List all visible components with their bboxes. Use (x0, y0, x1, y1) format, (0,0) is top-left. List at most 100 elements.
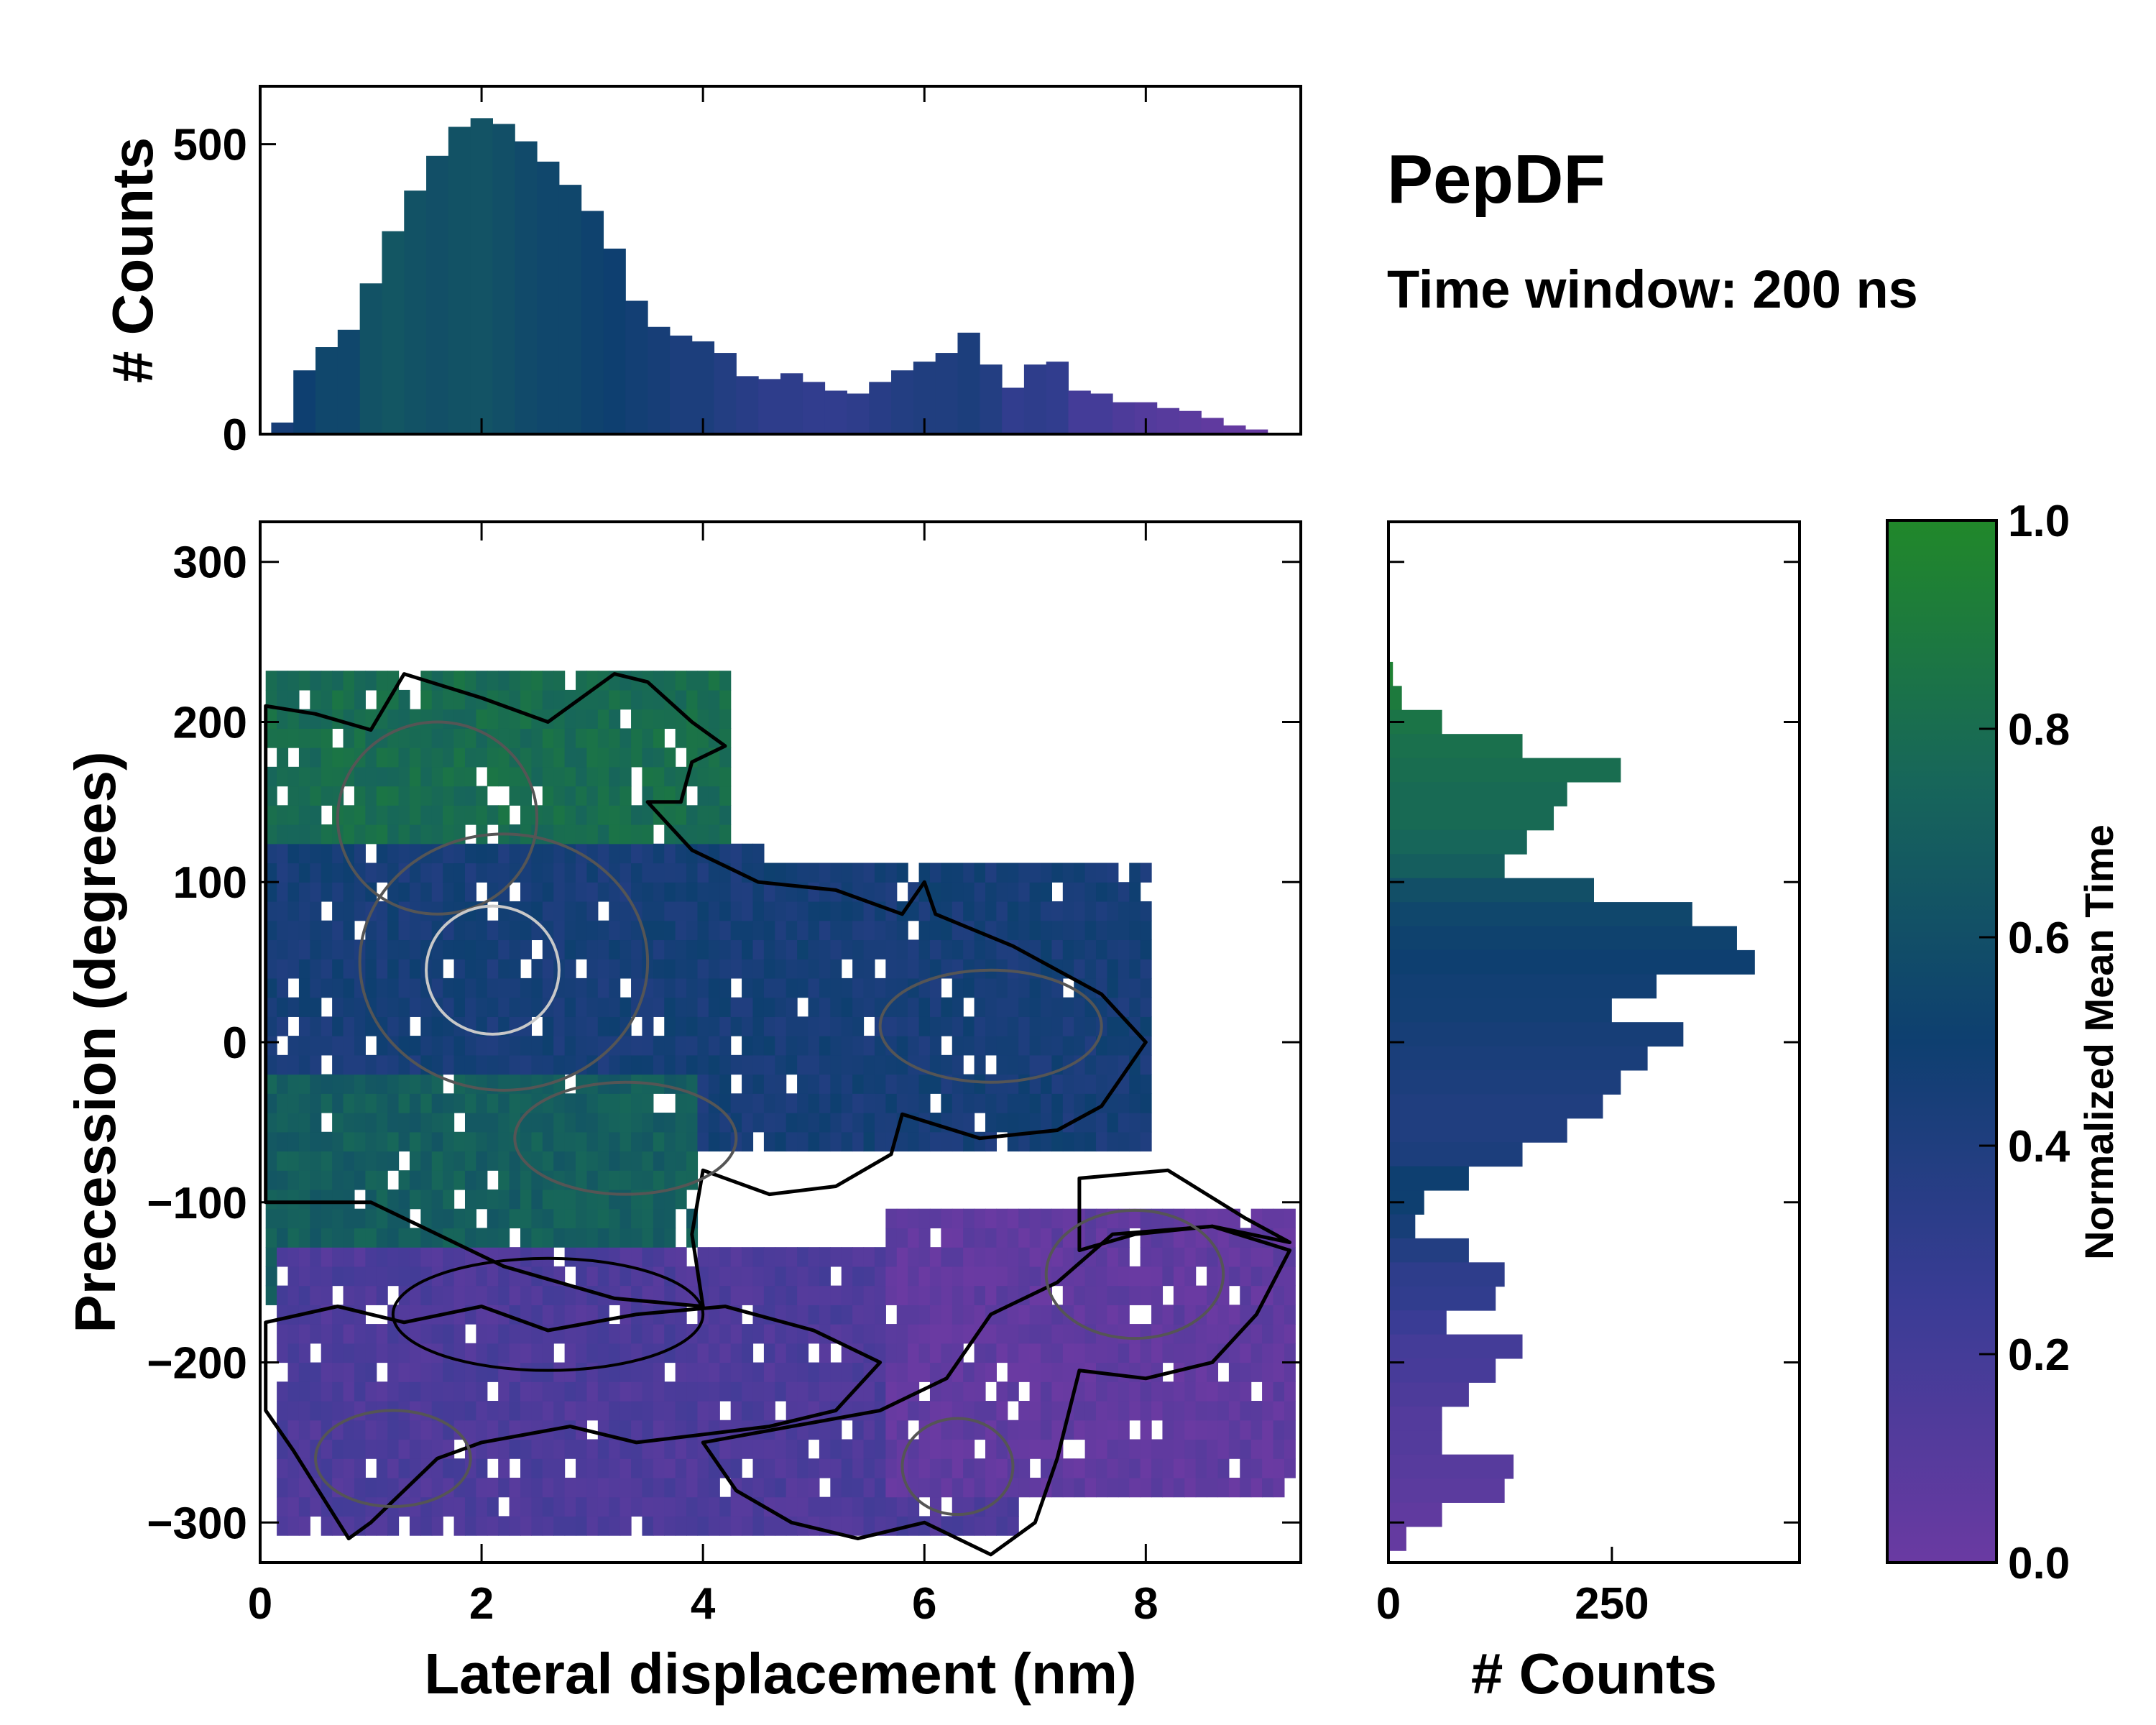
heatmap-cell (609, 1285, 621, 1305)
heatmap-cell (885, 1036, 898, 1056)
heatmap-cell (653, 1477, 665, 1498)
heatmap-cell (431, 1496, 443, 1517)
heatmap-cell (520, 1093, 533, 1113)
heatmap-cell (1007, 862, 1019, 883)
heatmap-cell (365, 748, 377, 768)
heatmap-cell (708, 671, 720, 691)
heatmap-cell (409, 1362, 421, 1382)
heatmap-cell (719, 786, 732, 806)
heatmap-cell (1018, 1131, 1031, 1152)
heatmap-cell (1051, 920, 1064, 941)
heatmap-cell (830, 1285, 842, 1305)
heatmap-cell (498, 978, 510, 998)
heatmap-cell (653, 1362, 665, 1382)
heatmap-cell (354, 1113, 366, 1133)
heatmap-cell (686, 939, 699, 960)
heatmap-cell (642, 1247, 654, 1267)
heatmap-cell (941, 1343, 953, 1363)
heatmap-cell (1118, 1477, 1130, 1498)
heatmap-cell (941, 1401, 953, 1421)
heatmap-cell (464, 1131, 476, 1152)
heatmap-cell (542, 805, 554, 825)
heatmap-cell (398, 805, 410, 825)
heatmap-cell (1018, 1228, 1031, 1248)
heatmap-cell (742, 1016, 754, 1036)
heatmap-cell (343, 1189, 355, 1210)
heatmap-cell (1173, 1477, 1185, 1498)
right-xtick-label: 0 (1376, 1579, 1401, 1629)
heatmap-cell (1041, 1362, 1053, 1382)
heatmap-cell (332, 1401, 344, 1421)
heatmap-cell (1107, 901, 1119, 921)
colorbar-tick-label: 0.2 (2008, 1330, 2070, 1380)
heatmap-cell (321, 766, 333, 787)
heatmap-cell (697, 1381, 709, 1402)
heatmap-cell (1029, 1036, 1041, 1056)
heatmap-cell (476, 1228, 488, 1248)
heatmap-cell (631, 1324, 643, 1344)
heatmap-cell (985, 1016, 997, 1036)
heatmap-cell (487, 1113, 499, 1133)
heatmap-cell (742, 1343, 754, 1363)
heatmap-cell (1084, 901, 1097, 921)
heatmap-cell (531, 1285, 543, 1305)
heatmap-cell (277, 1343, 289, 1363)
heatmap-cell (885, 882, 898, 902)
heatmap-cell (476, 1074, 488, 1094)
heatmap-cell (509, 1496, 521, 1517)
heatmap-cell (564, 920, 576, 941)
heatmap-cell (509, 1054, 521, 1075)
heatmap-cell (298, 862, 310, 883)
heatmap-cell (1041, 1439, 1053, 1459)
heatmap-cell (830, 862, 842, 883)
heatmap-cell (1284, 1208, 1296, 1229)
heatmap-cell (498, 1458, 510, 1478)
heatmap-cell (719, 1324, 732, 1344)
heatmap-cell (653, 1131, 665, 1152)
heatmap-cell (332, 1113, 344, 1133)
heatmap-cell (531, 1131, 543, 1152)
heatmap-cell (885, 1054, 898, 1075)
heatmap-cell (775, 882, 787, 902)
heatmap-cell (298, 1208, 310, 1229)
heatmap-cell (1284, 1401, 1296, 1421)
heatmap-cell (775, 1074, 787, 1094)
heatmap-cell (686, 728, 699, 748)
heatmap-cell (830, 978, 842, 998)
heatmap-cell (775, 1458, 787, 1478)
heatmap-cell (409, 1324, 421, 1344)
top-histogram-bar (1156, 408, 1180, 434)
heatmap-cell (1250, 1439, 1263, 1459)
heatmap-cell (354, 728, 366, 748)
heatmap-cell (996, 1458, 1008, 1478)
heatmap-cell (1173, 1247, 1185, 1267)
heatmap-cell (708, 1266, 720, 1287)
top-histogram-bar (1090, 393, 1113, 434)
heatmap-cell (420, 1151, 433, 1171)
heatmap-cell (963, 1439, 975, 1459)
heatmap-cell (752, 1477, 765, 1498)
heatmap-cell (531, 1305, 543, 1325)
heatmap-cell (653, 1439, 665, 1459)
heatmap-cell (420, 766, 433, 787)
heatmap-cell (874, 882, 886, 902)
heatmap-cell (985, 1324, 997, 1344)
heatmap-cell (775, 1054, 787, 1075)
heatmap-cell (586, 1131, 599, 1152)
heatmap-cell (431, 1113, 443, 1133)
heatmap-cell (542, 689, 554, 710)
heatmap-cell (830, 901, 842, 921)
heatmap-cell (542, 978, 554, 998)
heatmap-cell (453, 1170, 466, 1190)
heatmap-cell (1273, 1343, 1285, 1363)
heatmap-cell (298, 939, 310, 960)
heatmap-cell (321, 1285, 333, 1305)
heatmap-cell (708, 1074, 720, 1094)
heatmap-cell (908, 1074, 920, 1094)
heatmap-cell (487, 1054, 499, 1075)
heatmap-cell (564, 939, 576, 960)
heatmap-cell (642, 1401, 654, 1421)
heatmap-cell (287, 766, 300, 787)
heatmap-cell (310, 1054, 322, 1075)
heatmap-cell (321, 1170, 333, 1190)
